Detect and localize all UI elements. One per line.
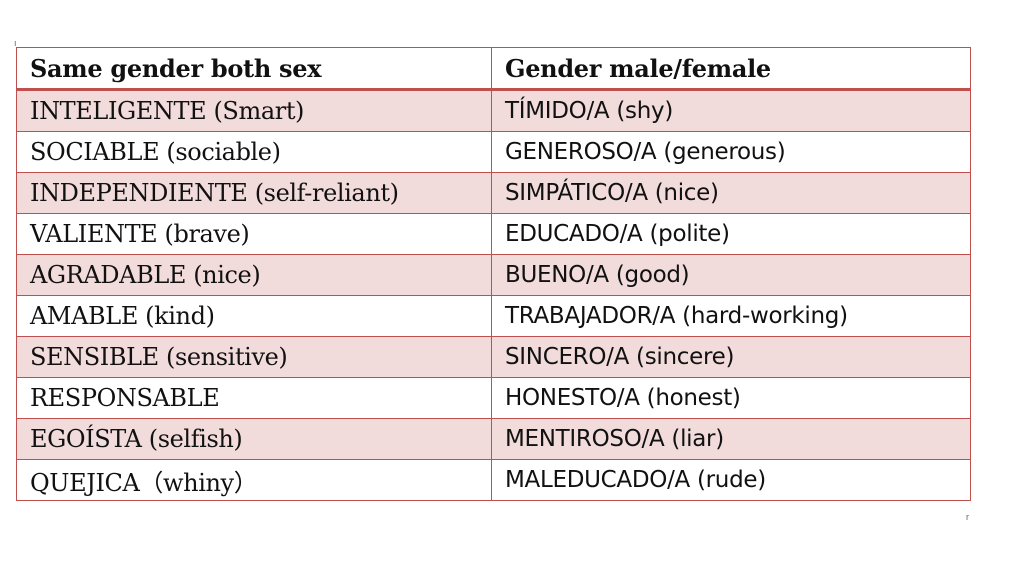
cell-gender-male-female: TÍMIDO/A (shy) <box>491 89 971 132</box>
table-header-row: Same gender both sex Gender male/female <box>16 47 971 91</box>
cell-same-gender: AMABLE (kind) <box>16 295 492 337</box>
table-row: INTELIGENTE (Smart) TÍMIDO/A (shy) <box>16 89 971 132</box>
cell-same-gender: EGOÍSTA (selfish) <box>16 418 492 460</box>
cell-gender-male-female: MENTIROSO/A (liar) <box>491 418 971 460</box>
table-row: INDEPENDIENTE (self-reliant) SIMPÁTICO/A… <box>16 172 971 214</box>
cell-gender-male-female: SIMPÁTICO/A (nice) <box>491 172 971 214</box>
table-row: SOCIABLE (sociable) GENEROSO/A (generous… <box>16 131 971 173</box>
cell-gender-male-female: SINCERO/A (sincere) <box>491 336 971 378</box>
cell-same-gender: INDEPENDIENTE (self-reliant) <box>16 172 492 214</box>
table-row: SENSIBLE (sensitive) SINCERO/A (sincere) <box>16 336 971 378</box>
table-row: RESPONSABLE HONESTO/A (honest) <box>16 377 971 419</box>
cell-gender-male-female: BUENO/A (good) <box>491 254 971 296</box>
cell-same-gender: AGRADABLE (nice) <box>16 254 492 296</box>
cell-gender-male-female: TRABAJADOR/A (hard-working) <box>491 295 971 337</box>
cell-gender-male-female: EDUCADO/A (polite) <box>491 213 971 255</box>
table-row: QUEJICA（whiny） MALEDUCADO/A (rude) <box>16 459 971 501</box>
adjectives-table: Same gender both sex Gender male/female … <box>16 47 971 501</box>
cell-same-gender: INTELIGENTE (Smart) <box>16 89 492 132</box>
table-row: AGRADABLE (nice) BUENO/A (good) <box>16 254 971 296</box>
cell-same-gender: QUEJICA（whiny） <box>16 459 492 501</box>
corner-crop-mark: r <box>966 512 969 522</box>
table-row: VALIENTE (brave) EDUCADO/A (polite) <box>16 213 971 255</box>
cell-gender-male-female: HONESTO/A (honest) <box>491 377 971 419</box>
corner-crop-mark: ı <box>14 38 17 48</box>
cell-same-gender: SENSIBLE (sensitive) <box>16 336 492 378</box>
cell-gender-male-female: GENEROSO/A (generous) <box>491 131 971 173</box>
cell-same-gender: RESPONSABLE <box>16 377 492 419</box>
cell-gender-male-female: MALEDUCADO/A (rude) <box>491 459 971 501</box>
column-header-gender-male-female: Gender male/female <box>491 47 971 91</box>
column-header-same-gender: Same gender both sex <box>16 47 492 91</box>
cell-same-gender: VALIENTE (brave) <box>16 213 492 255</box>
cell-same-gender: SOCIABLE (sociable) <box>16 131 492 173</box>
table-row: EGOÍSTA (selfish) MENTIROSO/A (liar) <box>16 418 971 460</box>
table-row: AMABLE (kind) TRABAJADOR/A (hard-working… <box>16 295 971 337</box>
